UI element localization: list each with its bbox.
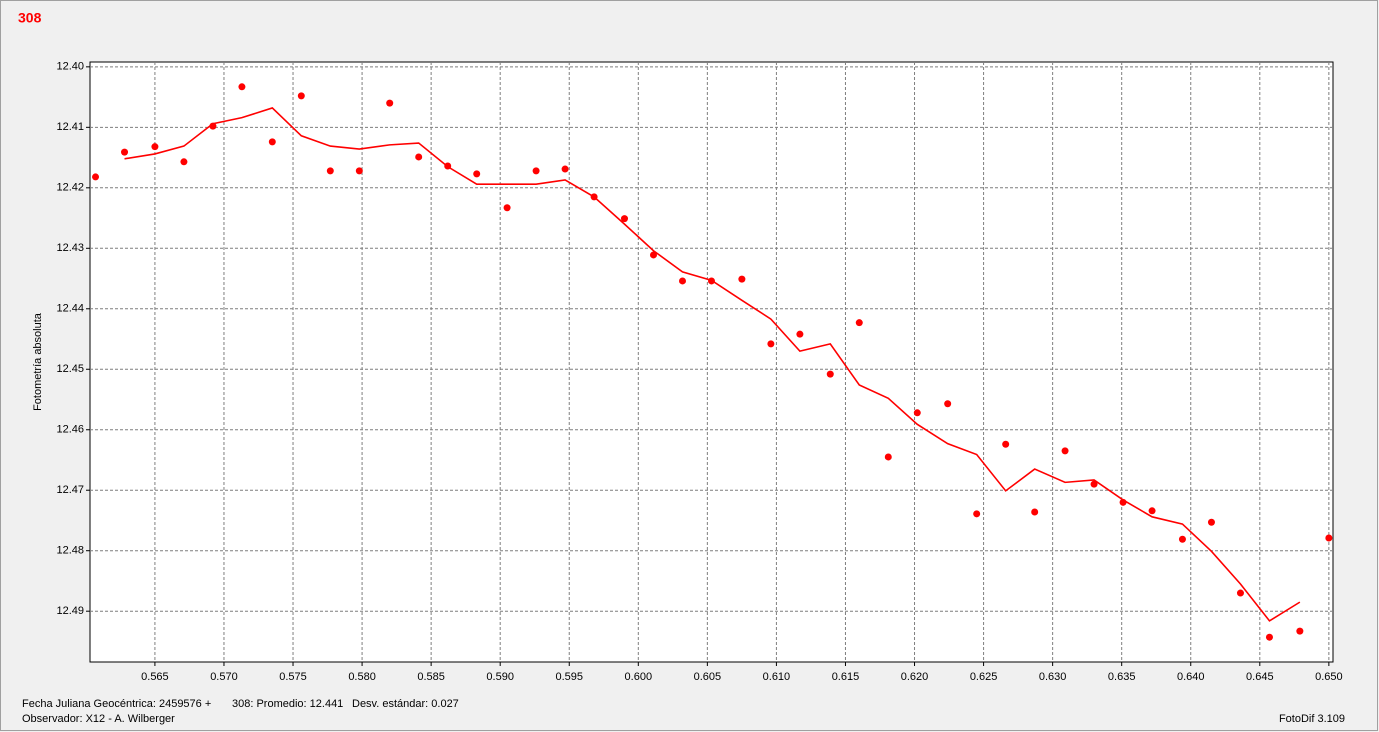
data-point [944, 400, 952, 408]
x-tick-label: 0.620 [901, 671, 929, 683]
x-tick-label: 0.595 [555, 671, 583, 683]
x-tick-label: 0.575 [279, 671, 307, 683]
data-point [1178, 535, 1186, 543]
data-point [415, 153, 423, 161]
y-tick-label: 12.41 [56, 121, 84, 133]
data-point [855, 319, 863, 327]
x-tick-label: 0.605 [694, 671, 722, 683]
data-point [796, 330, 804, 338]
footer-date: Fecha Juliana Geocéntrica: 2459576 + [22, 698, 211, 710]
data-point [532, 167, 540, 175]
data-point [649, 251, 657, 259]
data-point [1207, 518, 1215, 526]
data-point [1148, 507, 1156, 515]
data-point [913, 409, 921, 417]
data-point [1002, 440, 1010, 448]
y-tick-label: 12.44 [56, 303, 84, 315]
x-tick-label: 0.570 [210, 671, 238, 683]
footer-mean: 308: Promedio: 12.441 [232, 698, 343, 710]
data-point [297, 92, 305, 100]
data-point [268, 138, 276, 146]
data-point [1236, 589, 1244, 597]
x-tick-label: 0.630 [1039, 671, 1067, 683]
data-point [355, 167, 363, 175]
data-point [473, 170, 481, 178]
data-point [738, 275, 746, 283]
x-tick-label: 0.600 [625, 671, 653, 683]
x-tick-label: 0.585 [417, 671, 445, 683]
data-point [238, 83, 246, 91]
y-tick-label: 12.42 [56, 182, 84, 194]
data-point [678, 277, 686, 285]
data-point [884, 453, 892, 461]
chart-title: 308 [18, 10, 42, 26]
y-tick-label: 12.40 [56, 61, 84, 73]
x-tick-label: 0.625 [970, 671, 998, 683]
footer-observer: Observador: X12 - A. Wilberger [22, 713, 175, 725]
data-point [620, 215, 628, 223]
x-tick-label: 0.640 [1177, 671, 1205, 683]
data-point [1031, 508, 1039, 516]
data-point [1296, 627, 1304, 635]
x-tick-label: 0.635 [1108, 671, 1136, 683]
x-tick-label: 0.565 [141, 671, 169, 683]
data-point [767, 340, 775, 348]
x-tick-label: 0.610 [763, 671, 791, 683]
data-point [1061, 447, 1069, 455]
data-point [386, 99, 394, 107]
y-tick-label: 12.49 [56, 605, 84, 617]
data-point [180, 158, 188, 166]
data-point [826, 370, 834, 378]
data-point [1325, 534, 1333, 542]
trend-line [124, 107, 1301, 622]
data-point [121, 148, 129, 156]
y-tick-label: 12.46 [56, 424, 84, 436]
x-tick-label: 0.650 [1315, 671, 1343, 683]
footer-stdev: Desv. estándar: 0.027 [352, 698, 459, 710]
data-point [503, 204, 511, 212]
footer-software: FotoDif 3.109 [1279, 713, 1345, 725]
x-tick-label: 0.615 [832, 671, 860, 683]
data-point [151, 143, 159, 151]
data-point [326, 167, 334, 175]
data-point [973, 510, 981, 518]
x-tick-label: 0.580 [348, 671, 376, 683]
y-tick-label: 12.45 [56, 363, 84, 375]
data-point [561, 165, 569, 173]
x-tick-label: 0.645 [1246, 671, 1274, 683]
data-point [1090, 480, 1098, 488]
y-axis-label: Fotometría absoluta [32, 312, 44, 411]
data-point [92, 173, 100, 181]
y-tick-label: 12.47 [56, 484, 84, 496]
y-tick-label: 12.43 [56, 242, 84, 254]
plot-area [89, 61, 1334, 663]
data-point [1265, 633, 1273, 641]
x-tick-label: 0.590 [486, 671, 514, 683]
y-tick-label: 12.48 [56, 545, 84, 557]
